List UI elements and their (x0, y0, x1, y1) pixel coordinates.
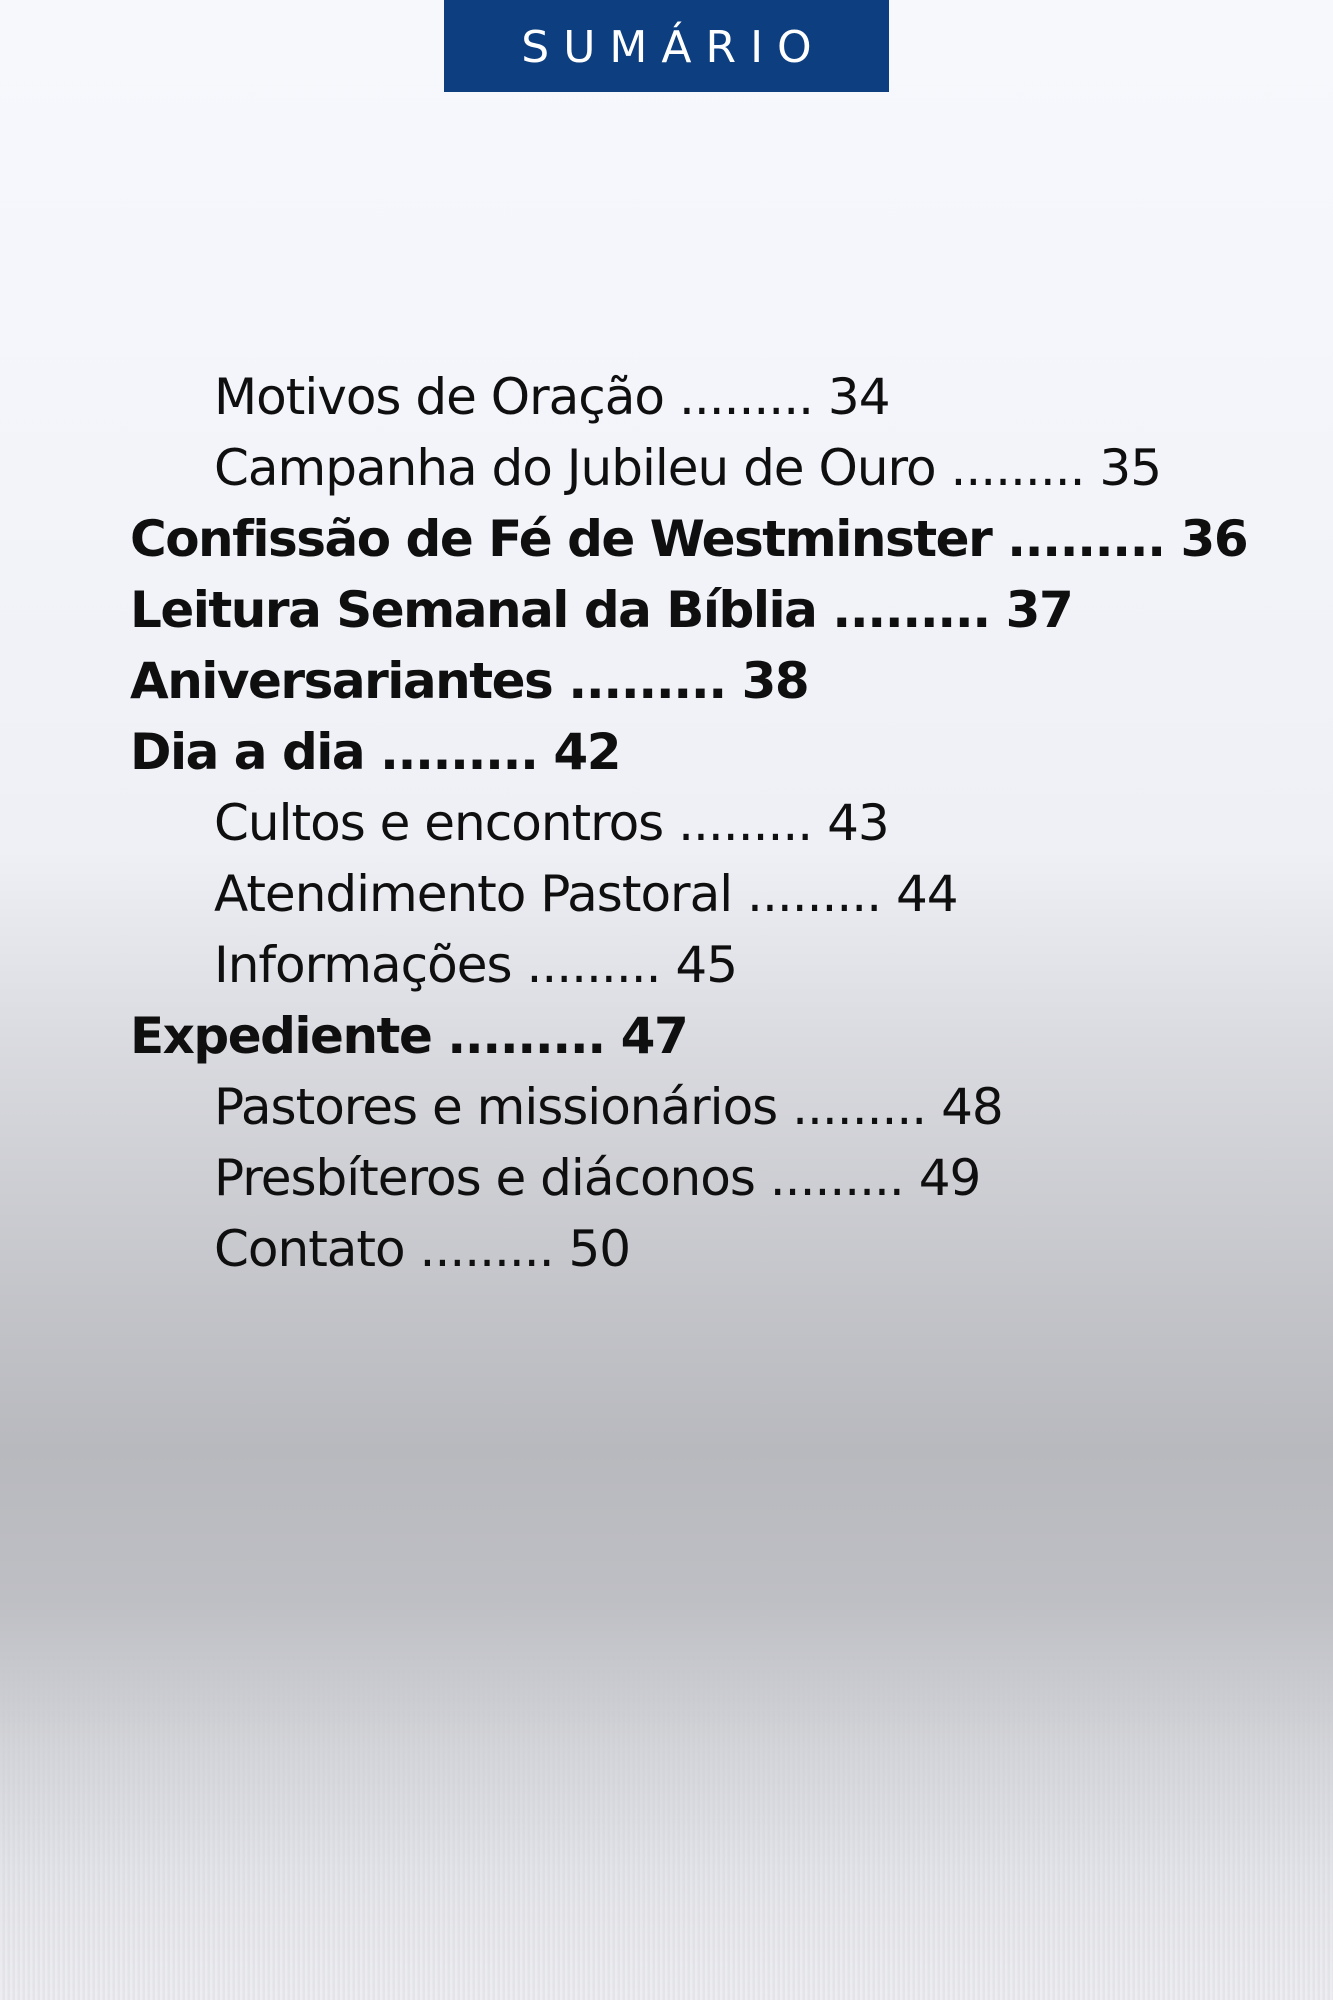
toc-entry-title: Confissão de Fé de Westminster (130, 510, 993, 568)
toc-subsection-entry[interactable]: Pastores e missionários ......... 48 (0, 1072, 1333, 1143)
toc-dot-leader: ......... (568, 652, 727, 710)
toc-dot-leader: ......... (447, 1007, 606, 1065)
toc-page-number: 43 (827, 794, 890, 852)
table-of-contents: Motivos de Oração ......... 34 Campanha d… (0, 362, 1333, 1285)
toc-dot-leader: ......... (678, 794, 813, 852)
toc-dot-leader: ......... (419, 1220, 555, 1278)
toc-section-entry[interactable]: Confissão de Fé de Westminster .........… (0, 504, 1333, 575)
toc-entry-title: Pastores e missionários (214, 1078, 778, 1136)
toc-page-number: 38 (741, 652, 810, 710)
toc-entry-title: Expediente (130, 1007, 433, 1065)
toc-entry-title: Aniversariantes (130, 652, 554, 710)
toc-page-number: 45 (675, 936, 738, 994)
section-header: SUMÁRIO (444, 0, 889, 92)
toc-page-number: 49 (918, 1149, 982, 1207)
toc-dot-leader: ......... (769, 1149, 905, 1207)
toc-dot-leader: ......... (950, 439, 1085, 497)
toc-subsection-entry[interactable]: Campanha do Jubileu de Ouro ......... 35 (0, 433, 1333, 504)
toc-entry-title: Cultos e encontros (214, 794, 664, 852)
toc-subsection-entry[interactable]: Atendimento Pastoral ......... 44 (0, 859, 1333, 930)
toc-page-number: 42 (553, 723, 621, 781)
toc-section-entry[interactable]: Leitura Semanal da Bíblia ......... 37 (0, 575, 1333, 646)
toc-entry-title: Presbíteros e diáconos (214, 1149, 756, 1207)
toc-entry-title: Campanha do Jubileu de Ouro (214, 439, 937, 497)
toc-entry-title: Contato (214, 1220, 406, 1278)
toc-subsection-entry[interactable]: Cultos e encontros ......... 43 (0, 788, 1333, 859)
toc-page-number: 34 (827, 368, 891, 426)
toc-page-number: 50 (568, 1220, 632, 1278)
floor-texture (0, 1650, 1333, 2000)
toc-page-number: 37 (1005, 581, 1074, 639)
toc-subsection-entry[interactable]: Motivos de Oração ......... 34 (0, 362, 1333, 433)
toc-dot-leader: ......... (832, 581, 991, 639)
toc-entry-title: Informações (214, 936, 513, 994)
toc-subsection-entry[interactable]: Contato ......... 50 (0, 1214, 1333, 1285)
toc-dot-leader: ......... (678, 368, 814, 426)
section-title: SUMÁRIO (521, 21, 826, 73)
toc-entry-title: Dia a dia (130, 723, 366, 781)
toc-dot-leader: ......... (747, 865, 882, 923)
toc-subsection-entry[interactable]: Informações ......... 45 (0, 930, 1333, 1001)
toc-page-number: 35 (1099, 439, 1162, 497)
toc-page-number: 47 (620, 1007, 689, 1065)
toc-page-number: 48 (941, 1078, 1004, 1136)
toc-page-number: 36 (1180, 510, 1249, 568)
toc-section-entry[interactable]: Expediente ......... 47 (0, 1001, 1333, 1072)
toc-subsection-entry[interactable]: Presbíteros e diáconos ......... 49 (0, 1143, 1333, 1214)
toc-section-entry[interactable]: Aniversariantes ......... 38 (0, 646, 1333, 717)
toc-entry-title: Atendimento Pastoral (214, 865, 733, 923)
toc-section-entry[interactable]: Dia a dia ......... 42 (0, 717, 1333, 788)
toc-dot-leader: ......... (526, 936, 661, 994)
toc-dot-leader: ......... (380, 723, 539, 781)
toc-entry-title: Motivos de Oração (214, 368, 665, 426)
toc-entry-title: Leitura Semanal da Bíblia (130, 581, 818, 639)
toc-dot-leader: ......... (1007, 510, 1166, 568)
toc-page-number: 44 (896, 865, 959, 923)
toc-dot-leader: ......... (792, 1078, 927, 1136)
